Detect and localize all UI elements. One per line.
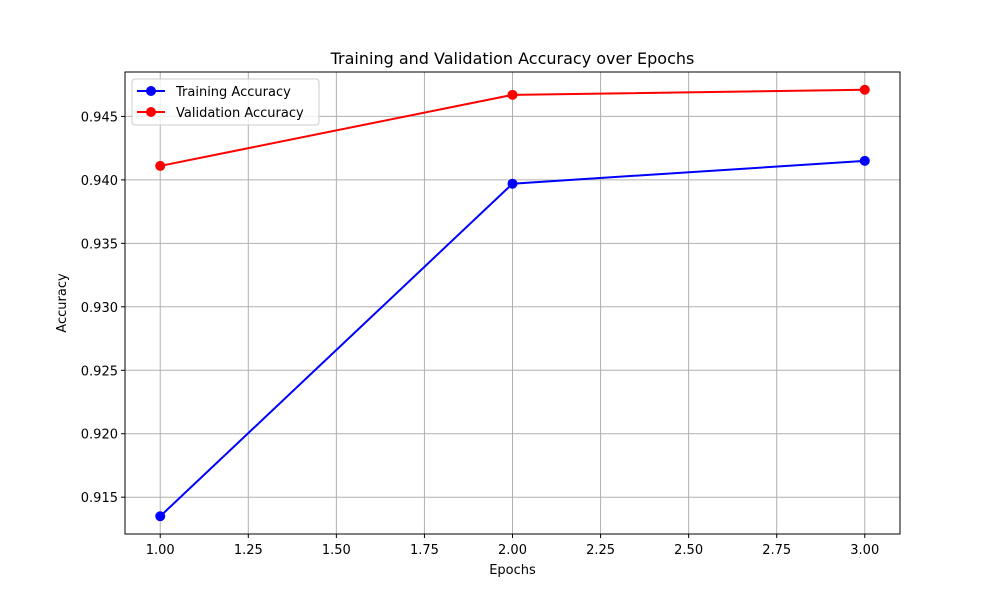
y-tick-label: 0.945 bbox=[81, 110, 118, 125]
series-layer bbox=[155, 84, 870, 522]
series-1 bbox=[155, 84, 870, 171]
y-tick-label: 0.930 bbox=[81, 301, 118, 316]
x-tick-label: 1.00 bbox=[146, 543, 175, 558]
y-axis-title: Accuracy bbox=[55, 273, 70, 333]
x-tick-label: 2.75 bbox=[762, 543, 791, 558]
y-tick-label: 0.925 bbox=[81, 364, 118, 379]
legend-marker bbox=[146, 86, 156, 96]
data-point bbox=[507, 89, 518, 100]
data-point bbox=[155, 511, 166, 522]
chart-title: Training and Validation Accuracy over Ep… bbox=[330, 49, 695, 68]
legend-marker bbox=[146, 107, 156, 117]
x-tick-label: 1.50 bbox=[322, 543, 351, 558]
y-tick-label: 0.915 bbox=[81, 491, 118, 506]
x-tick-label: 2.50 bbox=[674, 543, 703, 558]
y-tick-label: 0.940 bbox=[81, 174, 118, 189]
x-tick-label: 1.25 bbox=[234, 543, 263, 558]
legend-item: Validation Accuracy bbox=[137, 106, 304, 121]
legend-frame bbox=[131, 78, 320, 126]
data-point bbox=[859, 155, 870, 166]
legend-item: Training Accuracy bbox=[137, 85, 291, 100]
y-tick-label: 0.920 bbox=[81, 428, 118, 443]
series-0 bbox=[155, 155, 870, 522]
legend-label: Training Accuracy bbox=[175, 85, 291, 100]
x-tick-label: 3.00 bbox=[850, 543, 879, 558]
legend: Training Accuracy Validation Accuracy bbox=[131, 78, 320, 126]
x-axis-title: Epochs bbox=[489, 563, 536, 578]
data-point bbox=[507, 178, 518, 189]
x-tick-label: 2.00 bbox=[498, 543, 527, 558]
x-tick-label: 2.25 bbox=[586, 543, 615, 558]
data-point bbox=[155, 160, 166, 171]
y-tick-label: 0.935 bbox=[81, 237, 118, 252]
x-axis: 1.00 1.25 1.50 1.75 2.00 2.25 2.50 2.75 3.00 bbox=[146, 534, 879, 558]
y-axis: 0.915 0.920 0.925 0.930 0.935 0.940 0.945 bbox=[81, 110, 125, 506]
x-tick-label: 1.75 bbox=[410, 543, 439, 558]
legend-label: Validation Accuracy bbox=[176, 106, 304, 121]
data-point bbox=[859, 84, 870, 95]
